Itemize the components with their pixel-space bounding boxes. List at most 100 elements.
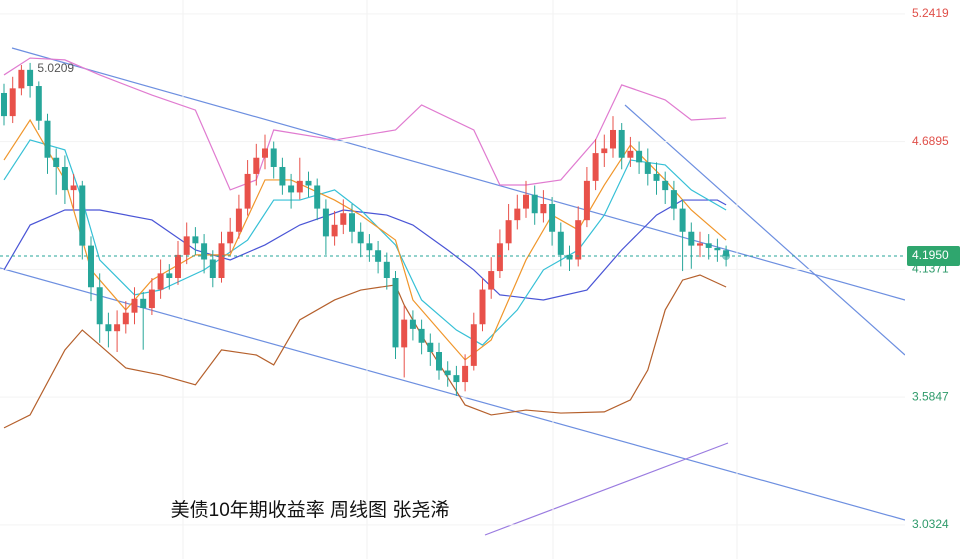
candle-body [122, 312, 129, 325]
candle-body [636, 150, 643, 163]
candle-body [418, 328, 425, 343]
candle-body [566, 254, 573, 260]
candle-body [540, 203, 547, 214]
candle-body [392, 277, 399, 348]
candle-body [436, 352, 442, 371]
candle-body [697, 243, 703, 246]
price-tag-label: 4.1950 [912, 248, 949, 262]
candle-body [183, 236, 190, 255]
candle-body [662, 180, 669, 191]
candle-body [88, 245, 94, 288]
candle-body [314, 185, 321, 209]
candle-body [453, 375, 460, 383]
candle-body [488, 271, 495, 290]
candle-body [462, 365, 469, 383]
candle-body [18, 69, 25, 89]
candle-body [575, 220, 582, 260]
candle-body [679, 208, 686, 232]
indicator-line [3, 274, 727, 429]
candle-body [70, 185, 77, 191]
indicator-line [3, 118, 727, 361]
candle-body [305, 180, 312, 186]
candle-body [470, 324, 477, 366]
candle-body [653, 173, 660, 181]
candle-body [35, 86, 42, 121]
candle-body [27, 69, 34, 87]
candle-body [235, 208, 242, 232]
indicator-line [3, 139, 727, 346]
candle-body [201, 243, 208, 260]
trendlines [0, 47, 906, 536]
indicator-line [3, 57, 727, 191]
candle-body [644, 162, 651, 174]
chart-title: 美债10年期收益率 周线图 张尧浠 [171, 499, 450, 521]
price-dot [722, 252, 731, 261]
candle-body [9, 88, 16, 117]
candle-body [331, 224, 338, 237]
candle-body [322, 208, 329, 237]
candle-body [114, 324, 121, 332]
candle-body [401, 319, 408, 348]
candle-body [610, 129, 616, 149]
candle-body [279, 166, 286, 186]
candle-body [140, 298, 147, 309]
y-tick-label: 3.0324 [912, 517, 949, 531]
candle-body [296, 180, 303, 193]
trendline [624, 104, 906, 356]
candle-body [357, 231, 364, 244]
candle-body [383, 261, 390, 278]
trendline [484, 442, 729, 536]
candle-body [1, 92, 7, 117]
candle-body [444, 370, 451, 376]
candle-body [505, 220, 512, 244]
candle-body [218, 243, 225, 278]
candle-body [496, 243, 503, 272]
candle-body [549, 203, 556, 232]
candle-body [157, 273, 164, 290]
candle-body [288, 185, 295, 193]
candle-body [166, 273, 173, 278]
candle-body [96, 287, 103, 325]
candle-body [366, 243, 373, 251]
candle-body [61, 166, 68, 191]
candle-body [340, 213, 347, 225]
candle-body [270, 148, 277, 167]
candle-body [105, 324, 112, 332]
y-tick-label: 4.6895 [912, 134, 949, 148]
candle-body [592, 153, 599, 181]
candle-body [523, 194, 529, 209]
candle-body [705, 243, 712, 248]
candle-body [714, 247, 721, 251]
candle-body [557, 231, 564, 255]
y-tick-label: 3.5847 [912, 389, 949, 403]
candle-body [209, 259, 216, 278]
candle-body [601, 148, 608, 154]
candle-body [627, 150, 634, 158]
indicator-line [3, 199, 727, 301]
candle-body [688, 231, 695, 246]
trendline [0, 267, 906, 521]
candle-body [79, 185, 86, 246]
candle-body [583, 180, 590, 221]
candle-body [227, 231, 234, 244]
candle-body [262, 148, 268, 158]
candle-body [244, 173, 251, 209]
candle-body [479, 289, 486, 325]
candle-body [349, 213, 355, 232]
candle-body [131, 298, 138, 313]
price-axis [905, 0, 960, 559]
candle-body [514, 208, 521, 221]
candle-body [53, 157, 60, 167]
candle-body [670, 190, 677, 209]
candle-body [148, 289, 155, 309]
candle-body [531, 194, 538, 214]
candle-body [44, 120, 51, 158]
y-tick-label: 5.2419 [912, 6, 949, 20]
trendline [11, 47, 906, 301]
candle-body [409, 319, 416, 329]
candle-body [253, 157, 260, 174]
candle-body [427, 342, 434, 353]
candle-body [175, 254, 181, 278]
